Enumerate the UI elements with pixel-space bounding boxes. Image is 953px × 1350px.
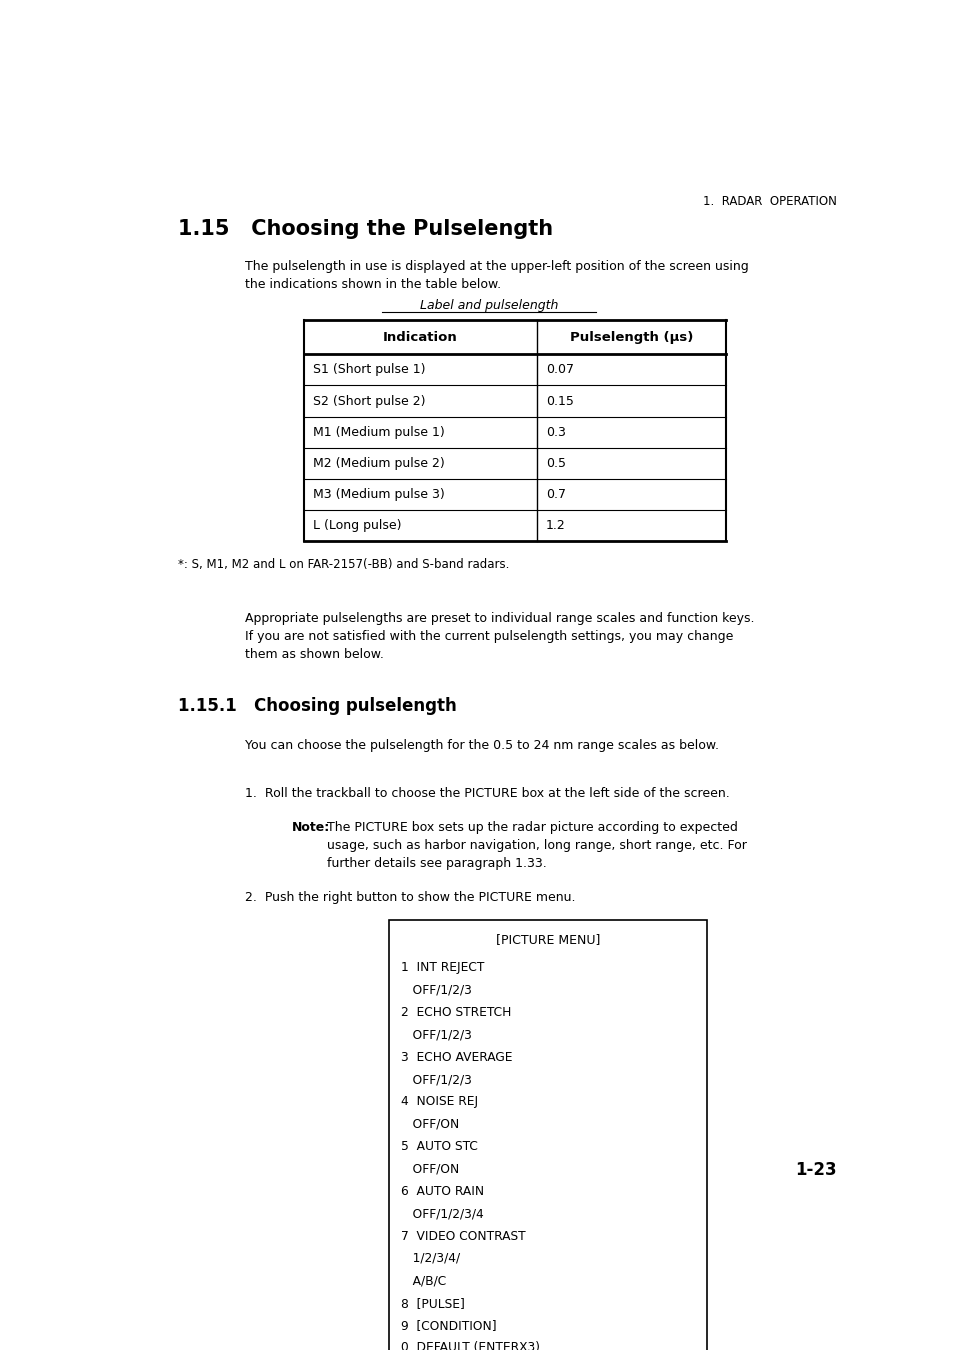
Text: 1.2: 1.2 xyxy=(545,520,565,532)
Text: [PICTURE MENU]: [PICTURE MENU] xyxy=(496,933,599,946)
Text: 1  INT REJECT: 1 INT REJECT xyxy=(400,961,484,975)
Text: 3  ECHO AVERAGE: 3 ECHO AVERAGE xyxy=(400,1050,512,1064)
Text: S1 (Short pulse 1): S1 (Short pulse 1) xyxy=(313,363,425,377)
Text: 0.15: 0.15 xyxy=(545,394,573,408)
Text: Indication: Indication xyxy=(383,331,457,344)
Text: 1.  Roll the trackball to choose the PICTURE box at the left side of the screen.: 1. Roll the trackball to choose the PICT… xyxy=(245,787,729,799)
Text: OFF/ON: OFF/ON xyxy=(400,1118,458,1131)
Text: 1/2/3/4/: 1/2/3/4/ xyxy=(400,1251,459,1265)
Text: A/B/C: A/B/C xyxy=(400,1274,446,1288)
Text: L (Long pulse): L (Long pulse) xyxy=(313,520,401,532)
Text: 7  VIDEO CONTRAST: 7 VIDEO CONTRAST xyxy=(400,1230,525,1242)
Text: 4  NOISE REJ: 4 NOISE REJ xyxy=(400,1095,477,1108)
Text: M3 (Medium pulse 3): M3 (Medium pulse 3) xyxy=(313,489,444,501)
Text: Appropriate pulselengths are preset to individual range scales and function keys: Appropriate pulselengths are preset to i… xyxy=(245,612,754,662)
Text: 0  DEFAULT (ENTERX3): 0 DEFAULT (ENTERX3) xyxy=(400,1342,539,1350)
Text: Note:: Note: xyxy=(292,821,330,834)
Text: OFF/1/2/3/4: OFF/1/2/3/4 xyxy=(400,1207,483,1220)
Text: 1.15.1   Choosing pulselength: 1.15.1 Choosing pulselength xyxy=(178,698,456,716)
Text: 8  [PULSE]: 8 [PULSE] xyxy=(400,1296,464,1310)
Text: OFF/1/2/3: OFF/1/2/3 xyxy=(400,1029,472,1041)
Text: 1.  RADAR  OPERATION: 1. RADAR OPERATION xyxy=(701,196,836,208)
Text: The pulselength in use is displayed at the upper-left position of the screen usi: The pulselength in use is displayed at t… xyxy=(245,259,748,290)
Text: 2  ECHO STRETCH: 2 ECHO STRETCH xyxy=(400,1006,511,1019)
Text: Label and pulselength: Label and pulselength xyxy=(419,300,558,312)
Text: 1-23: 1-23 xyxy=(794,1161,836,1179)
Text: 0.5: 0.5 xyxy=(545,456,565,470)
Text: You can choose the pulselength for the 0.5 to 24 nm range scales as below.: You can choose the pulselength for the 0… xyxy=(245,738,719,752)
Text: 6  AUTO RAIN: 6 AUTO RAIN xyxy=(400,1185,483,1197)
Bar xyxy=(389,919,706,1350)
Text: OFF/1/2/3: OFF/1/2/3 xyxy=(400,1073,472,1087)
Text: 5  AUTO STC: 5 AUTO STC xyxy=(400,1141,477,1153)
Text: M2 (Medium pulse 2): M2 (Medium pulse 2) xyxy=(313,456,444,470)
Text: M1 (Medium pulse 1): M1 (Medium pulse 1) xyxy=(313,425,444,439)
Text: 0.3: 0.3 xyxy=(545,425,565,439)
Text: 1.15   Choosing the Pulselength: 1.15 Choosing the Pulselength xyxy=(178,219,553,239)
Text: 2.  Push the right button to show the PICTURE menu.: 2. Push the right button to show the PIC… xyxy=(245,891,575,903)
Text: OFF/ON: OFF/ON xyxy=(400,1162,458,1176)
Text: Pulselength (μs): Pulselength (μs) xyxy=(569,331,692,344)
Text: *: S, M1, M2 and L on FAR-2157(-BB) and S-band radars.: *: S, M1, M2 and L on FAR-2157(-BB) and … xyxy=(178,558,509,571)
Text: 9  [CONDITION]: 9 [CONDITION] xyxy=(400,1319,497,1332)
Text: 0.07: 0.07 xyxy=(545,363,574,377)
Text: S2 (Short pulse 2): S2 (Short pulse 2) xyxy=(313,394,425,408)
Text: 0.7: 0.7 xyxy=(545,489,565,501)
Text: OFF/1/2/3: OFF/1/2/3 xyxy=(400,984,472,996)
Text: The PICTURE box sets up the radar picture according to expected
usage, such as h: The PICTURE box sets up the radar pictur… xyxy=(327,821,746,869)
